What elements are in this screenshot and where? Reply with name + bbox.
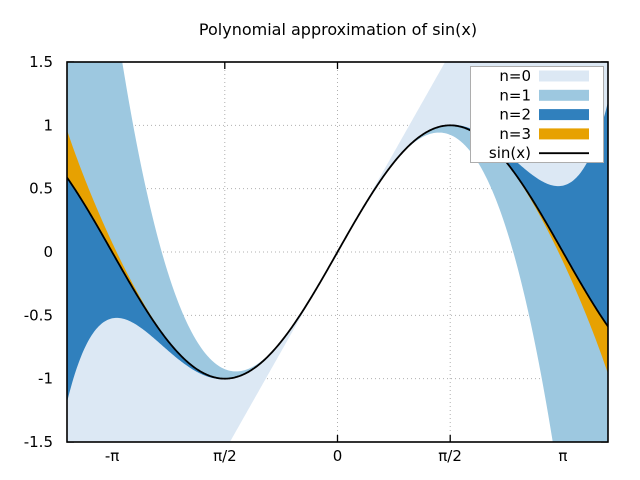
y-tick-label: 0.5	[29, 180, 53, 198]
sin-curve	[67, 124, 608, 380]
y-tick-label: 0	[43, 243, 53, 261]
legend-label-sin: sin(x)	[489, 144, 531, 162]
legend-swatch-n1	[539, 89, 589, 101]
legend-label-n1: n=1	[499, 86, 531, 104]
y-tick-label: -0.5	[24, 306, 53, 324]
legend-label-n3: n=3	[499, 125, 531, 143]
legend-swatch-n0	[539, 70, 589, 82]
legend-label-n0: n=0	[499, 67, 531, 85]
y-axis-labels: 1.5 1 0.5 0 -0.5 -1 -1.5	[24, 53, 53, 451]
y-tick-label: -1.5	[24, 433, 53, 451]
legend-swatch-n3	[539, 128, 589, 140]
chart-title: Polynomial approximation of sin(x)	[199, 20, 477, 39]
x-tick-label: π/2	[213, 447, 237, 465]
band-n1-area	[67, 62, 608, 442]
legend-swatch-n2	[539, 109, 589, 121]
y-tick-label: 1.5	[29, 53, 53, 71]
x-tick-label: 0	[333, 447, 343, 465]
legend: n=0 n=1 n=2 n=3 sin(x)	[470, 66, 604, 163]
sin-line-layer	[67, 124, 608, 380]
y-tick-label: -1	[38, 370, 53, 388]
y-tick-label: 1	[43, 116, 53, 134]
legend-label-n2: n=2	[499, 106, 531, 124]
x-tick-label: π/2	[438, 447, 462, 465]
x-axis-labels: -π π/2 0 π/2 π	[105, 447, 568, 465]
x-tick-label: π	[558, 447, 567, 465]
plot-border	[66, 61, 609, 443]
x-tick-label: -π	[105, 447, 119, 465]
